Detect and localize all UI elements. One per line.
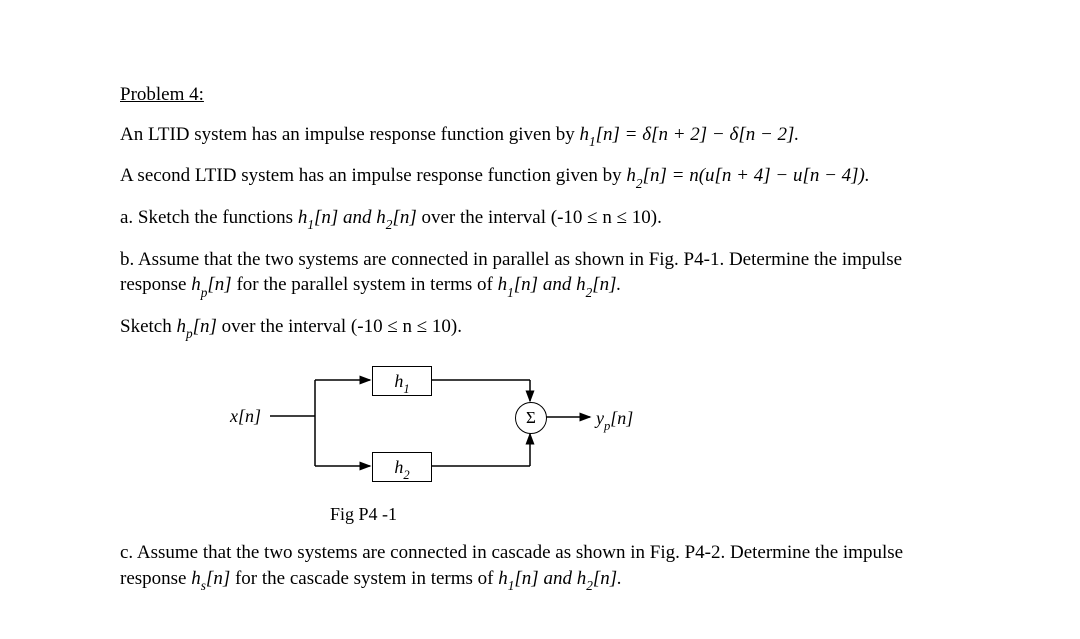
p2-eq: [n] = n(u[n + 4] − u[n − 4]). [643, 165, 870, 186]
p3-e: over the interval (-10 ≤ n ≤ 10). [417, 207, 662, 228]
p4-d: for the parallel system in terms of [232, 274, 498, 295]
p4-h1: h1[n] and h2[n]. [498, 274, 622, 295]
p6-h2-tail: [n]. [593, 568, 622, 589]
p5-hp-sub: p [186, 326, 193, 341]
problem-heading: Problem 4: [120, 82, 960, 108]
p4-mid: [n] and h [514, 274, 586, 295]
summing-junction: Σ [515, 402, 547, 434]
yout-tail: [n] [610, 408, 633, 428]
p3-h1-sym: h [298, 207, 308, 228]
p1-h1-sub: 1 [589, 134, 596, 149]
p4-h2-tail: [n]. [592, 274, 621, 295]
p4-hp: hp[n] [191, 274, 231, 295]
p5-d: over the interval (-10 ≤ n ≤ 10). [217, 316, 462, 337]
p6-h1-sym: h [498, 568, 508, 589]
figure-caption: Fig P4 -1 [330, 502, 960, 526]
p2-h2: h2 [626, 165, 642, 186]
block-h1: h1 [372, 366, 432, 396]
p2-text-a: A second LTID system has an impulse resp… [120, 165, 626, 186]
block-h2: h2 [372, 452, 432, 482]
p4-hp-sym: h [191, 274, 201, 295]
paragraph-1: An LTID system has an impulse response f… [120, 122, 960, 150]
p6-d: for the cascade system in terms of [230, 568, 498, 589]
p3-h2-sub: 2 [386, 217, 393, 232]
p5-a: Sketch [120, 316, 176, 337]
block-diagram: x[n] h1 h2 Σ yp[n] [230, 356, 710, 496]
page: Problem 4: An LTID system has an impulse… [0, 0, 1080, 639]
yout-sym: y [596, 408, 604, 428]
p6-h2-sub: 2 [586, 578, 593, 593]
p5-hp: hp[n] [176, 316, 216, 337]
p1-text-a: An LTID system has an impulse response f… [120, 124, 579, 145]
p6-hs-sym: h [191, 568, 201, 589]
p1-eq: [n] = δ[n + 2] − δ[n − 2]. [596, 124, 800, 145]
yout-sub: p [604, 419, 610, 433]
p1-h1: h1 [579, 124, 595, 145]
paragraph-5: Sketch hp[n] over the interval (-10 ≤ n … [120, 314, 960, 342]
diagram-xin-label: x[n] [230, 404, 261, 428]
paragraph-2: A second LTID system has an impulse resp… [120, 163, 960, 191]
p6-hs-tail: [n] [206, 568, 230, 589]
p4-h2-sub: 2 [586, 285, 593, 300]
p3-h1: h1[n] and h2[n] [298, 207, 417, 228]
p6-mid: [n] and h [514, 568, 586, 589]
p4-hp-sub: p [201, 285, 208, 300]
p4-h1-sym: h [498, 274, 508, 295]
paragraph-6: c. Assume that the two systems are conne… [120, 540, 960, 593]
p5-hp-sym: h [176, 316, 186, 337]
paragraph-4: b. Assume that the two systems are conne… [120, 247, 960, 300]
p6-hs-sub: s [201, 578, 206, 593]
p6-hs: hs[n] [191, 568, 230, 589]
p3-h1-sub: 1 [307, 217, 314, 232]
block-h1-sym: h [394, 371, 403, 391]
p4-hp-tail: [n] [207, 274, 231, 295]
p2-h2-sub: 2 [636, 176, 643, 191]
p6-h1: h1[n] and h2[n]. [498, 568, 622, 589]
diagram-yout-label: yp[n] [596, 406, 633, 434]
p6-h1-sub: 1 [508, 578, 515, 593]
block-h1-sub: 1 [403, 382, 409, 396]
diagram-wires [230, 356, 710, 496]
block-h2-sym: h [394, 457, 403, 477]
block-h2-sub: 2 [403, 468, 409, 482]
p3-mid: [n] and h [314, 207, 386, 228]
p5-hp-tail: [n] [193, 316, 217, 337]
p3-a: a. Sketch the functions [120, 207, 298, 228]
p4-h1-sub: 1 [507, 285, 514, 300]
p3-h2-tail: [n] [392, 207, 416, 228]
p1-h1-sym: h [579, 124, 589, 145]
paragraph-3: a. Sketch the functions h1[n] and h2[n] … [120, 205, 960, 233]
p2-h2-sym: h [626, 165, 636, 186]
